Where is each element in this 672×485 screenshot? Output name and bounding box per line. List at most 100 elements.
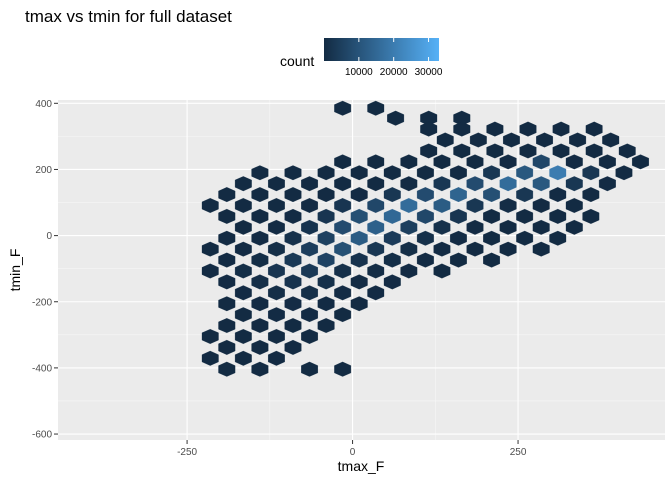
legend-tick-label: 30000 <box>415 67 443 78</box>
hex-bin <box>483 230 500 246</box>
hex-bin <box>436 132 454 148</box>
hex-bin <box>268 176 285 192</box>
hex-bin <box>268 329 285 344</box>
hex-bin <box>268 263 285 279</box>
hex-bin <box>301 241 318 257</box>
hex-bin <box>420 143 438 159</box>
hex-bin <box>433 198 451 213</box>
hex-bin <box>201 350 219 366</box>
hex-bin <box>284 187 302 203</box>
hex-bin <box>400 241 418 257</box>
hex-bin <box>251 318 269 333</box>
hex-bin <box>268 285 285 301</box>
y-axis-label: tmin_F <box>7 249 23 292</box>
x-axis: -250 0 250 <box>177 440 527 458</box>
hex-bin <box>503 132 520 148</box>
hex-bin <box>234 285 252 301</box>
hex-bin <box>334 263 352 279</box>
hex-bin <box>416 252 434 268</box>
hex-bin <box>383 230 401 246</box>
hex-bin <box>317 252 335 268</box>
hex-bin <box>334 198 352 213</box>
hex-bin <box>532 154 550 170</box>
hex-bin <box>400 176 418 192</box>
hex-bin <box>450 165 467 181</box>
hex-bin <box>301 176 318 192</box>
hex-bin <box>466 198 484 213</box>
y-tick-label: 400 <box>35 99 52 110</box>
hex-bin <box>552 121 570 137</box>
hex-bin <box>334 307 352 323</box>
y-tick-label: -600 <box>32 430 52 441</box>
hex-bin <box>450 230 467 246</box>
hex-bin <box>420 121 438 137</box>
hex-bin <box>499 219 517 235</box>
chart-title: tmax vs tmin for full dataset <box>25 7 232 26</box>
hex-bin <box>334 285 352 301</box>
hex-bin <box>585 121 603 137</box>
hex-bin <box>201 241 219 257</box>
hex-bin <box>483 187 500 203</box>
hex-bin <box>549 187 567 203</box>
hex-bin <box>598 176 616 192</box>
hex-bin <box>201 263 219 279</box>
hex-bin <box>284 208 302 224</box>
hex-bin <box>483 208 500 224</box>
hex-bin <box>218 208 236 224</box>
hex-bin <box>466 154 484 170</box>
hex-bin <box>450 187 467 203</box>
legend-tick-label: 10000 <box>345 67 373 78</box>
hex-bin <box>234 176 252 192</box>
legend-colorbar <box>324 38 439 61</box>
hex-bin <box>499 241 517 257</box>
hex-bin <box>433 241 451 257</box>
hex-bin <box>549 230 567 246</box>
hex-bin <box>387 110 405 126</box>
hex-bin <box>301 285 318 301</box>
minor-gridlines <box>58 100 665 440</box>
y-tick-label: -200 <box>32 297 52 308</box>
x-axis-label: tmax_F <box>338 458 385 474</box>
hex-bin <box>251 252 269 268</box>
hex-bin <box>383 252 401 268</box>
legend-tick-label: 20000 <box>380 67 408 78</box>
hex-bin <box>234 263 252 279</box>
hex-bin <box>334 219 352 235</box>
hex-bin <box>383 187 401 203</box>
hex-bin <box>367 241 385 257</box>
hex-bin <box>569 132 587 148</box>
hex-bin <box>367 100 385 116</box>
hex-bin <box>499 154 517 170</box>
hex-bin <box>268 219 285 235</box>
x-tick-label: 0 <box>350 447 356 458</box>
hex-bin <box>400 263 418 279</box>
hex-bin <box>549 165 567 181</box>
hex-bin <box>301 361 318 377</box>
hex-bin <box>516 230 534 246</box>
hex-bin <box>268 241 285 257</box>
hex-bin <box>350 165 368 181</box>
hex-bin <box>632 154 649 170</box>
hex-bin <box>383 208 401 224</box>
hex-bin <box>350 187 368 203</box>
hex-bin <box>582 208 600 224</box>
hex-bin <box>483 252 500 268</box>
hex-bin <box>301 263 318 279</box>
hex-bin <box>334 361 352 377</box>
hex-bin <box>251 339 269 355</box>
hex-bin <box>284 339 302 355</box>
plot-panel <box>58 100 665 440</box>
hex-bin <box>218 361 236 377</box>
hex-bin <box>218 274 236 290</box>
hex-bin <box>416 165 434 181</box>
hex-bin <box>284 318 302 333</box>
hex-bin <box>218 252 236 268</box>
hex-bin <box>453 121 471 137</box>
hex-bin <box>317 274 335 290</box>
hex-bin <box>400 219 418 235</box>
hex-bin <box>284 230 302 246</box>
hex-bin <box>317 187 335 203</box>
hex-bin <box>536 132 553 148</box>
hex-bin <box>350 274 368 290</box>
